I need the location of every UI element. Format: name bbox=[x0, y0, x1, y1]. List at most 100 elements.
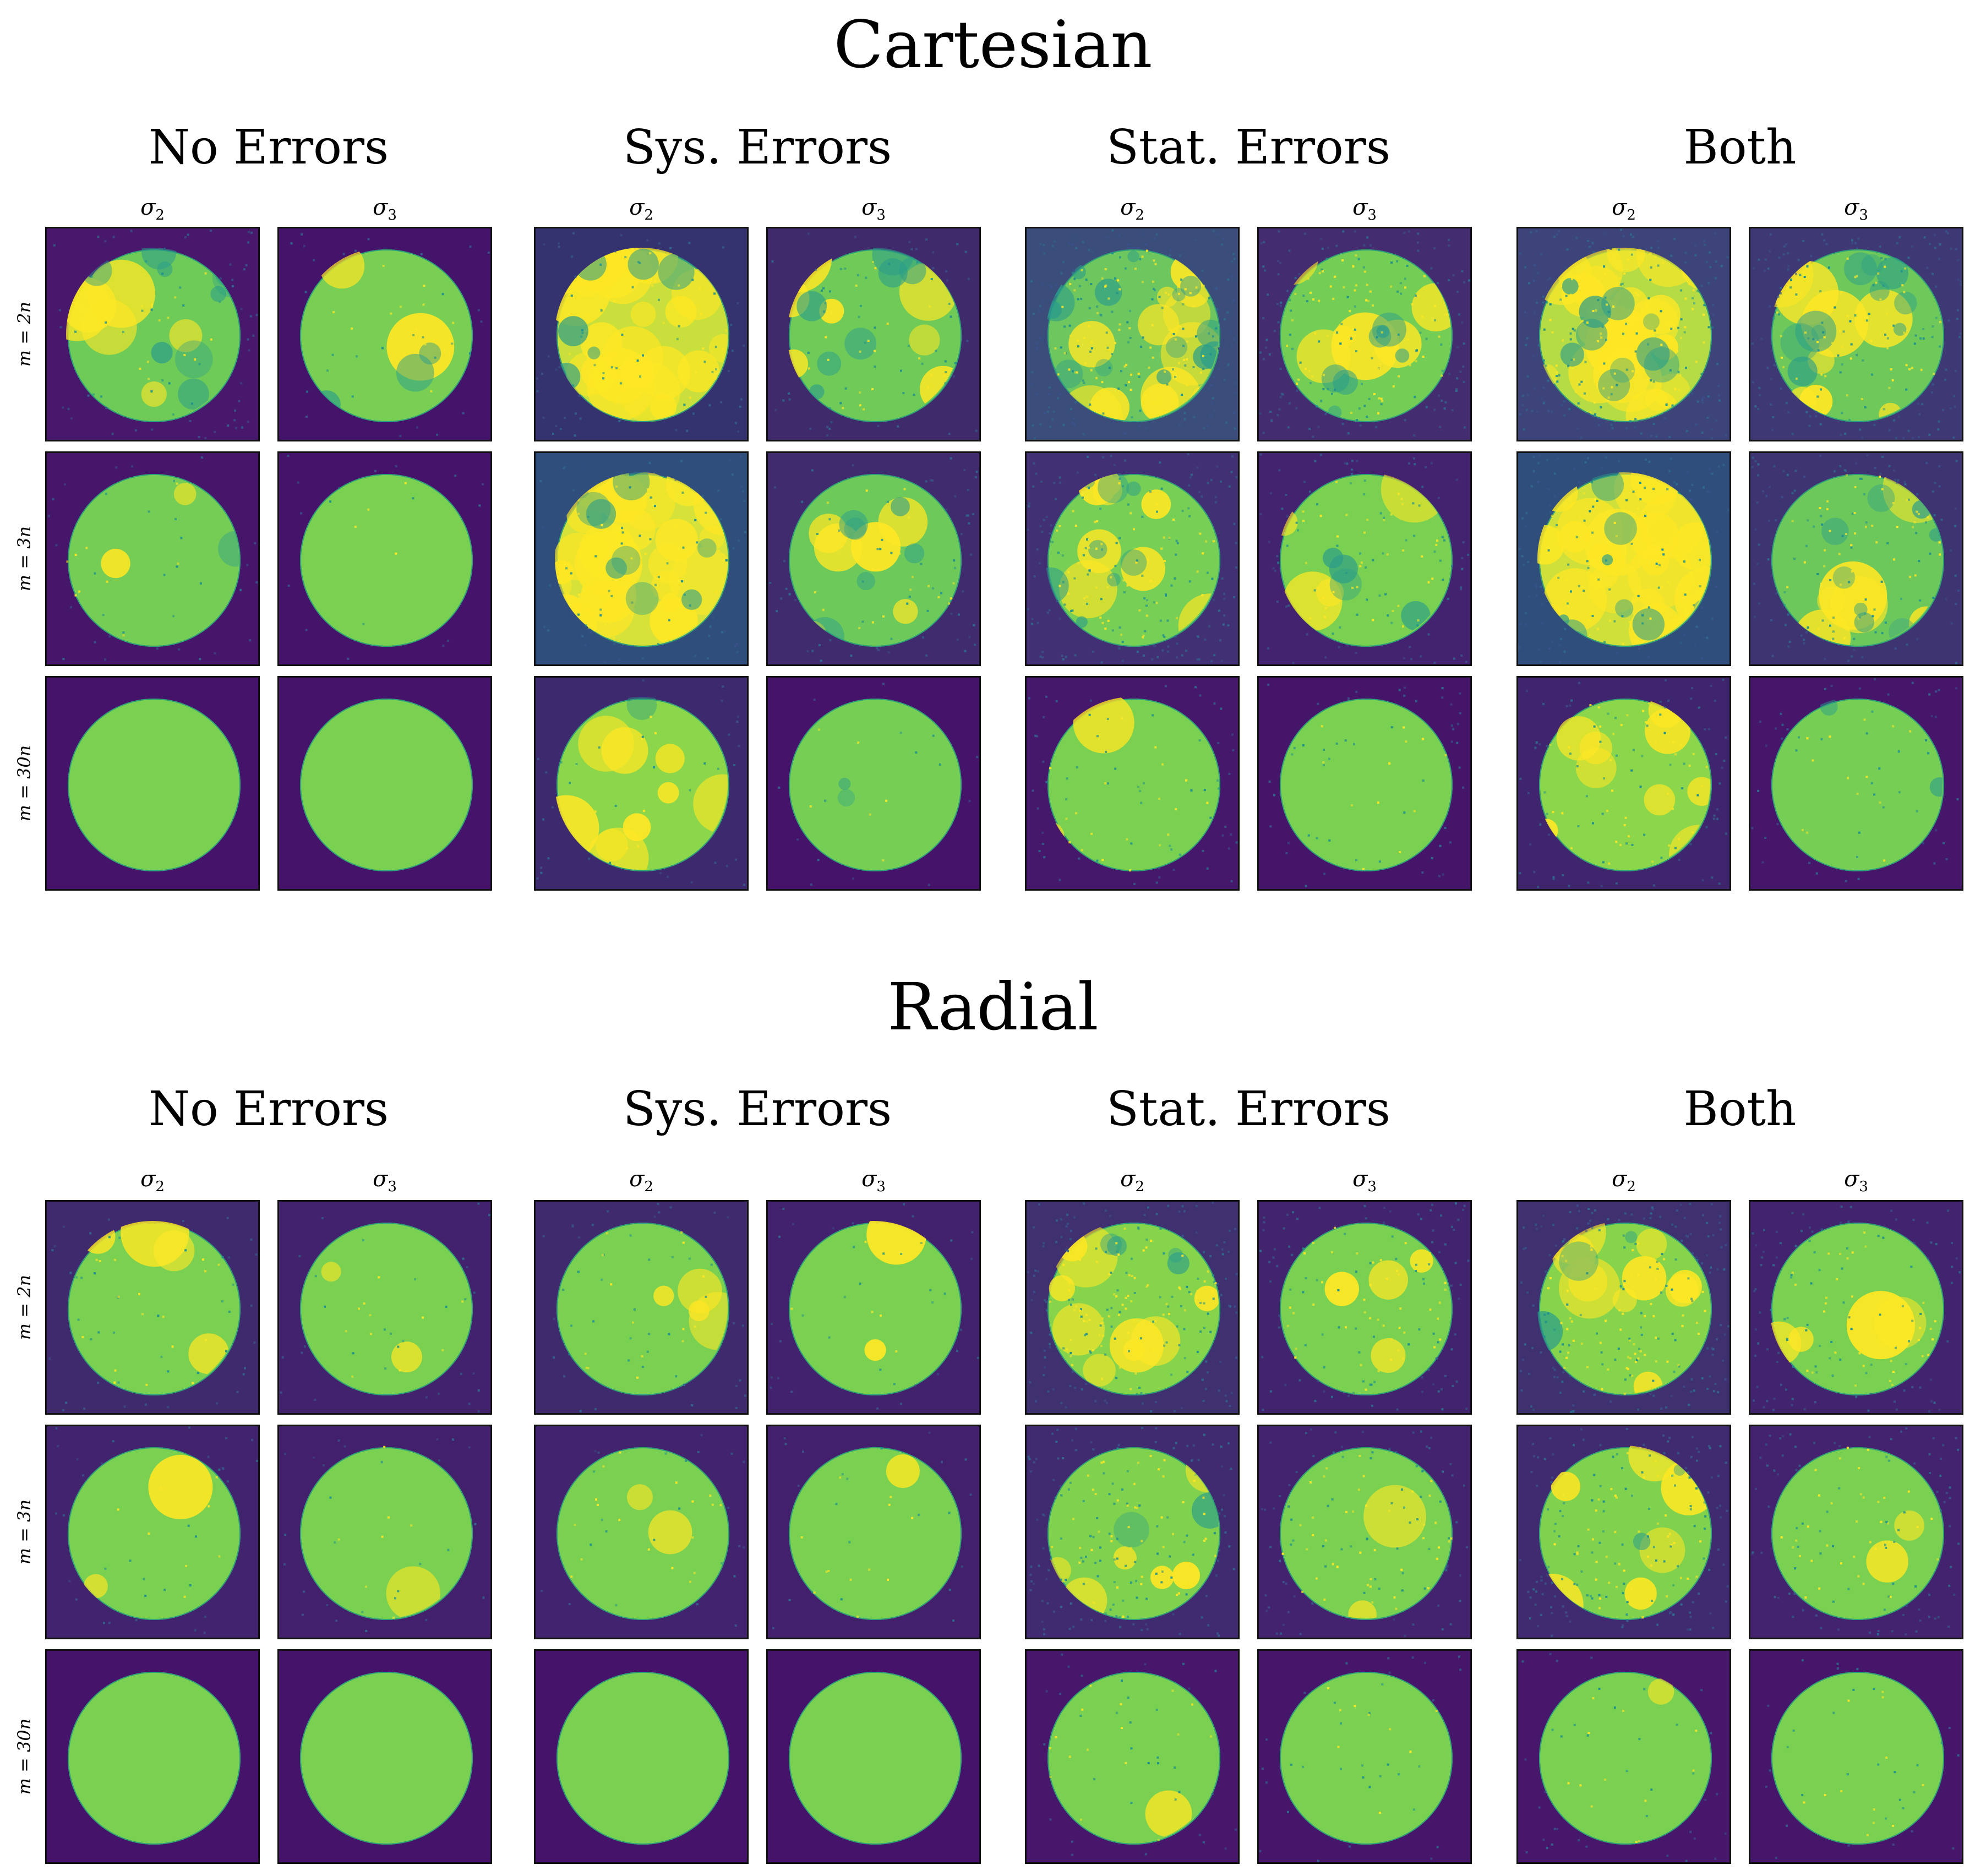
noise-speck bbox=[1199, 277, 1202, 280]
noise-speck bbox=[827, 1570, 830, 1572]
noise-speck bbox=[1220, 707, 1223, 710]
noise-speck bbox=[1082, 554, 1085, 557]
noise-speck bbox=[1051, 1546, 1054, 1548]
noise-speck bbox=[1372, 304, 1374, 307]
noise-speck bbox=[1041, 308, 1044, 311]
noise-speck bbox=[1089, 350, 1092, 353]
noise-speck bbox=[639, 375, 641, 378]
noise-speck bbox=[1169, 249, 1172, 252]
noise-speck bbox=[1465, 1408, 1468, 1410]
noise-speck bbox=[1227, 278, 1230, 281]
dark-patch bbox=[1193, 344, 1218, 369]
noise-speck bbox=[1335, 244, 1338, 247]
noise-speck bbox=[1535, 741, 1538, 744]
noise-speck bbox=[48, 1357, 51, 1360]
noise-speck bbox=[1205, 1360, 1208, 1363]
noise-speck bbox=[1794, 1446, 1797, 1448]
noise-speck bbox=[1372, 619, 1374, 621]
noise-speck bbox=[1295, 521, 1298, 524]
noise-speck bbox=[1140, 801, 1143, 804]
noise-speck bbox=[1938, 485, 1941, 488]
noise-speck bbox=[1766, 1348, 1769, 1351]
noise-speck bbox=[1459, 1600, 1461, 1602]
noise-speck bbox=[1690, 1378, 1693, 1381]
cartesian-row-label-m-2n: m = 2n bbox=[14, 301, 35, 367]
noise-speck bbox=[1689, 1203, 1692, 1206]
noise-speck bbox=[1154, 263, 1157, 265]
noise-speck bbox=[797, 1485, 800, 1487]
noise-speck bbox=[920, 563, 923, 565]
noise-speck bbox=[1928, 1453, 1931, 1455]
noise-speck bbox=[1183, 418, 1186, 421]
noise-speck bbox=[1080, 1308, 1082, 1311]
noise-speck bbox=[1919, 1312, 1922, 1315]
bright-patch bbox=[648, 1510, 692, 1555]
texture-overlay bbox=[1030, 229, 1236, 440]
noise-speck bbox=[1181, 1255, 1184, 1257]
noise-speck bbox=[1202, 552, 1204, 555]
noise-speck bbox=[1224, 1531, 1227, 1534]
noise-speck bbox=[1234, 1228, 1236, 1230]
noise-speck bbox=[1052, 1479, 1055, 1481]
noise-speck bbox=[172, 413, 174, 416]
noise-speck bbox=[1622, 1288, 1625, 1291]
noise-speck bbox=[1073, 277, 1076, 280]
noise-speck bbox=[1075, 1449, 1078, 1452]
noise-speck bbox=[1196, 635, 1199, 637]
noise-speck bbox=[1623, 1284, 1625, 1286]
noise-speck bbox=[1330, 392, 1333, 395]
noise-speck bbox=[1769, 486, 1771, 488]
noise-speck bbox=[1872, 284, 1875, 287]
noise-speck bbox=[1569, 1375, 1571, 1377]
noise-speck bbox=[937, 596, 940, 598]
noise-speck bbox=[1106, 586, 1109, 588]
noise-speck bbox=[913, 394, 915, 396]
dark-patch bbox=[1088, 539, 1107, 559]
noise-speck bbox=[600, 309, 603, 312]
noise-speck bbox=[1840, 433, 1842, 436]
noise-speck bbox=[657, 258, 660, 260]
noise-speck bbox=[1765, 1443, 1767, 1446]
noise-speck bbox=[1283, 1623, 1285, 1626]
noise-speck bbox=[1032, 789, 1034, 792]
noise-speck bbox=[1945, 858, 1948, 860]
noise-speck bbox=[1114, 767, 1117, 770]
bright-patch bbox=[1624, 1577, 1657, 1610]
noise-speck bbox=[1948, 1584, 1951, 1587]
noise-speck bbox=[1289, 1288, 1292, 1291]
noise-speck bbox=[1289, 299, 1291, 302]
noise-speck bbox=[1692, 289, 1695, 292]
dark-patch bbox=[1598, 369, 1630, 401]
noise-speck bbox=[1235, 841, 1238, 844]
noise-speck bbox=[1073, 1309, 1076, 1312]
noise-speck bbox=[779, 1340, 782, 1343]
noise-speck bbox=[1598, 1229, 1601, 1231]
noise-speck bbox=[1090, 1548, 1093, 1551]
noise-speck bbox=[1563, 414, 1566, 417]
noise-speck bbox=[571, 384, 574, 387]
noise-speck bbox=[1059, 476, 1061, 479]
noise-speck bbox=[1874, 1547, 1877, 1550]
noise-speck bbox=[903, 488, 906, 490]
noise-speck bbox=[620, 516, 623, 518]
noise-speck bbox=[1231, 260, 1234, 263]
noise-speck bbox=[1063, 325, 1066, 328]
noise-speck bbox=[1934, 482, 1936, 484]
noise-speck bbox=[1049, 767, 1052, 770]
noise-speck bbox=[1418, 1765, 1421, 1768]
noise-speck bbox=[711, 1503, 714, 1506]
noise-speck bbox=[1701, 401, 1704, 404]
noise-speck bbox=[1210, 384, 1213, 386]
noise-speck bbox=[1663, 706, 1666, 709]
noise-speck bbox=[321, 1217, 324, 1220]
reconstruction-disc bbox=[556, 1672, 729, 1845]
noise-speck bbox=[1205, 540, 1207, 543]
noise-speck bbox=[1110, 1326, 1113, 1328]
noise-speck bbox=[1167, 1204, 1170, 1207]
noise-speck bbox=[623, 609, 625, 612]
noise-speck bbox=[1930, 1241, 1933, 1244]
noise-speck bbox=[1119, 1616, 1121, 1618]
noise-speck bbox=[1679, 374, 1682, 377]
noise-speck bbox=[1125, 1762, 1127, 1764]
noise-speck bbox=[159, 1487, 162, 1490]
